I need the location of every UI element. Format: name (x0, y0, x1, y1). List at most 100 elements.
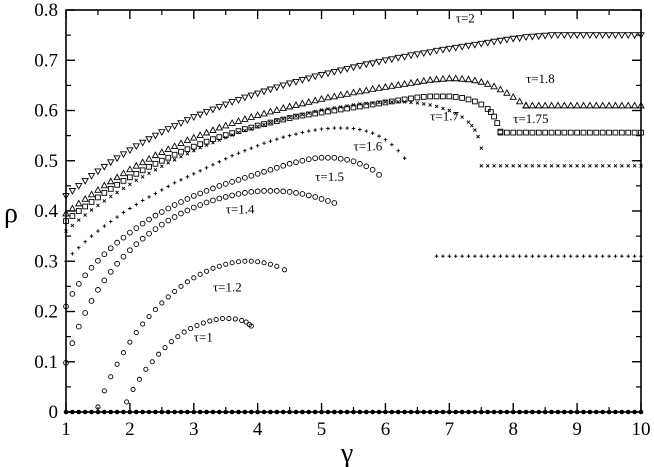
data-point (287, 133, 292, 138)
series-8 (497, 129, 644, 136)
data-point (407, 78, 415, 86)
data-point (242, 126, 248, 132)
data-point (83, 239, 87, 244)
data-point (388, 56, 396, 64)
data-point (228, 119, 236, 126)
data-point (145, 154, 153, 162)
data-point (599, 129, 606, 136)
data-point (140, 198, 145, 203)
data-point (555, 129, 561, 136)
data-point (503, 129, 510, 136)
data-point (107, 186, 114, 192)
data-point (618, 129, 625, 136)
data-point (556, 254, 560, 259)
data-point (421, 102, 426, 106)
data-point (87, 172, 96, 180)
data-point (510, 129, 517, 136)
data-point (101, 190, 108, 196)
data-point (317, 71, 326, 79)
data-point (87, 190, 96, 198)
x-tick-label: 5 (317, 419, 327, 440)
data-point (318, 109, 325, 116)
data-point (517, 254, 522, 259)
data-point (248, 189, 255, 195)
data-point (368, 84, 377, 92)
data-point (229, 192, 235, 199)
data-point (394, 54, 402, 62)
data-point (207, 318, 213, 324)
data-point (287, 115, 292, 120)
data-point (624, 101, 632, 109)
data-point (247, 92, 256, 100)
data-point (164, 126, 172, 134)
data-point (136, 376, 143, 382)
data-point (337, 155, 344, 162)
data-point (447, 254, 452, 259)
data-point (219, 315, 226, 322)
data-point (134, 202, 139, 207)
data-point (530, 163, 535, 168)
data-point (229, 260, 235, 266)
data-point (262, 122, 266, 127)
data-point (618, 101, 626, 109)
data-point (536, 254, 541, 259)
data-point (127, 339, 133, 345)
data-point (133, 241, 140, 248)
data-point (70, 223, 75, 228)
data-point (613, 254, 618, 259)
data-point (377, 134, 381, 138)
data-point (183, 117, 192, 124)
data-point (253, 90, 262, 98)
data-point (625, 129, 632, 136)
data-point (471, 41, 479, 49)
data-point (358, 127, 362, 132)
data-point (159, 300, 165, 306)
data-point (138, 158, 147, 166)
data-point (261, 188, 267, 194)
data-point (434, 104, 439, 109)
data-point (319, 127, 324, 131)
data-point (152, 306, 158, 313)
data-point (184, 279, 190, 285)
data-point (211, 162, 215, 167)
data-point (299, 157, 306, 164)
data-point (165, 217, 172, 224)
data-point (336, 67, 345, 75)
data-point (575, 163, 579, 168)
data-point (132, 161, 141, 169)
data-point (568, 254, 573, 259)
data-point (560, 101, 569, 109)
data-point (612, 129, 619, 136)
data-point (460, 254, 464, 259)
curve-label: τ=1.6 (354, 139, 383, 154)
data-point (69, 213, 76, 219)
curve-label: τ=1.7 (430, 109, 459, 124)
data-point (396, 148, 401, 153)
data-point (139, 235, 146, 242)
data-point (139, 167, 146, 174)
data-point (210, 197, 216, 204)
series-1 (95, 258, 288, 410)
data-point (96, 229, 100, 233)
data-point (120, 177, 127, 184)
data-point (156, 351, 162, 357)
data-point (312, 155, 319, 162)
data-point (188, 326, 194, 332)
data-point (632, 163, 637, 168)
data-point (273, 118, 280, 124)
data-point (127, 247, 133, 254)
data-point (343, 89, 351, 97)
data-point (479, 146, 484, 151)
data-point (152, 212, 159, 219)
data-point (477, 40, 486, 48)
data-point (260, 109, 268, 117)
data-point (382, 99, 389, 106)
data-point (127, 229, 133, 236)
data-point (241, 115, 249, 122)
data-point (568, 163, 573, 168)
data-point (447, 108, 452, 113)
data-point (586, 32, 594, 40)
data-point (305, 111, 312, 118)
data-point (356, 62, 364, 70)
data-point (542, 129, 549, 136)
